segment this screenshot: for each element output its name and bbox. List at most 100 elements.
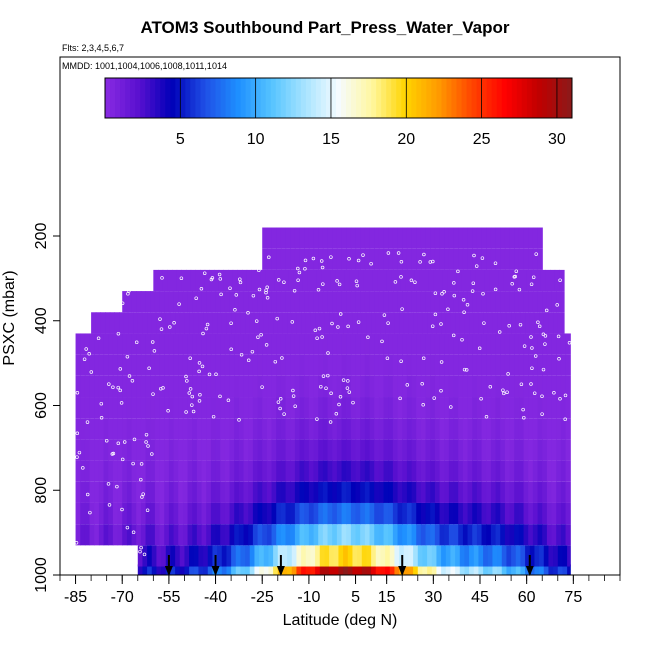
heatmap-cell bbox=[504, 397, 511, 419]
sample-point bbox=[147, 366, 151, 371]
heatmap-cell bbox=[402, 524, 408, 546]
heatmap-cell bbox=[369, 291, 375, 313]
heatmap-cell bbox=[192, 375, 198, 398]
heatmap-cell bbox=[364, 248, 371, 270]
heatmap-cell bbox=[290, 502, 296, 525]
heatmap-cell bbox=[327, 460, 333, 482]
heatmap-cell bbox=[262, 354, 268, 376]
heatmap-cell bbox=[346, 227, 352, 249]
heatmap-cell bbox=[420, 502, 427, 525]
heatmap-cell bbox=[332, 375, 338, 398]
heatmap-cell bbox=[313, 460, 319, 482]
heatmap-cell bbox=[204, 269, 210, 292]
heatmap-cell bbox=[131, 502, 137, 525]
heatmap-cell bbox=[509, 481, 515, 503]
heatmap-cell bbox=[112, 481, 119, 503]
sample-point bbox=[474, 264, 479, 268]
heatmap-cell bbox=[525, 545, 531, 567]
heatmap-cell bbox=[355, 460, 361, 482]
heatmap-cell bbox=[147, 545, 153, 567]
heatmap-cell bbox=[545, 269, 551, 292]
heatmap-cell bbox=[523, 291, 529, 313]
heatmap-cell bbox=[145, 418, 151, 440]
heatmap-cell bbox=[341, 418, 347, 440]
heatmap-cell bbox=[453, 375, 459, 398]
heatmap-cell bbox=[260, 269, 266, 292]
heatmap-cell bbox=[109, 312, 116, 334]
heatmap-cell bbox=[98, 354, 105, 376]
heatmap-cell bbox=[112, 397, 119, 419]
heatmap-cell bbox=[229, 333, 235, 355]
heatmap-cell bbox=[357, 545, 363, 567]
colorbar-segment bbox=[180, 78, 186, 118]
heatmap-cell bbox=[304, 397, 310, 419]
heatmap-cell bbox=[350, 439, 357, 461]
heatmap-cell bbox=[467, 524, 473, 546]
heatmap-cell bbox=[117, 502, 123, 525]
colorbar-segment bbox=[451, 78, 457, 118]
colorbar-segment bbox=[551, 78, 558, 118]
heatmap-cell bbox=[392, 291, 399, 313]
colorbar-tick-label: 15 bbox=[322, 131, 340, 148]
heatmap-cell bbox=[509, 524, 515, 546]
heatmap-cell bbox=[377, 269, 383, 292]
heatmap-cell bbox=[406, 375, 413, 398]
heatmap-cell bbox=[122, 397, 128, 419]
heatmap-cell bbox=[266, 375, 273, 398]
heatmap-cell bbox=[501, 312, 508, 334]
heatmap-cell bbox=[159, 354, 165, 376]
heatmap-cell bbox=[285, 524, 291, 546]
sample-point bbox=[433, 291, 438, 295]
heatmap-cell bbox=[368, 269, 374, 292]
heatmap-cell bbox=[481, 375, 487, 398]
heatmap-cell bbox=[229, 524, 235, 546]
heatmap-cell bbox=[364, 439, 371, 461]
heatmap-cell bbox=[402, 502, 408, 525]
heatmap-cell bbox=[406, 227, 413, 249]
sample-point bbox=[335, 279, 339, 283]
heatmap-cell bbox=[290, 333, 296, 355]
heatmap-cell bbox=[350, 354, 357, 376]
heatmap-cell bbox=[388, 524, 394, 546]
heatmap-cell bbox=[360, 291, 366, 313]
heatmap-cell bbox=[164, 418, 170, 440]
heatmap-cell bbox=[391, 269, 397, 292]
heatmap-cell bbox=[336, 524, 343, 546]
heatmap-cell bbox=[523, 397, 529, 419]
heatmap-cell bbox=[403, 545, 410, 567]
colorbar-segment bbox=[401, 78, 407, 118]
heatmap-cell bbox=[178, 375, 184, 398]
sample-point bbox=[320, 265, 325, 270]
heatmap-cell bbox=[313, 248, 319, 270]
heatmap-cell bbox=[523, 502, 529, 525]
heatmap-cell bbox=[262, 375, 268, 398]
colorbar-segment bbox=[521, 78, 528, 118]
sample-point bbox=[205, 322, 210, 327]
heatmap-cell bbox=[518, 248, 525, 270]
heatmap-cell bbox=[108, 333, 114, 355]
heatmap-cell bbox=[402, 333, 408, 355]
heatmap-cell bbox=[550, 269, 556, 292]
heatmap-cell bbox=[411, 397, 417, 419]
heatmap-cell bbox=[308, 354, 315, 376]
sample-point bbox=[405, 383, 410, 387]
heatmap-cell bbox=[178, 481, 184, 503]
colorbar-segment bbox=[566, 78, 573, 118]
heatmap-cell bbox=[285, 291, 291, 313]
sample-point bbox=[197, 399, 202, 403]
heatmap-cell bbox=[214, 269, 220, 292]
heatmap-cell bbox=[238, 397, 245, 419]
heatmap-cell bbox=[238, 291, 245, 313]
sample-point bbox=[259, 332, 263, 337]
sample-point bbox=[239, 352, 244, 357]
heatmap-cell bbox=[293, 269, 299, 292]
heatmap-cell bbox=[417, 545, 424, 567]
heatmap-cell bbox=[257, 439, 263, 461]
heatmap-cell bbox=[414, 269, 420, 292]
heatmap-cell bbox=[84, 439, 91, 461]
heatmap-cell bbox=[551, 481, 557, 503]
sample-point bbox=[303, 258, 308, 263]
heatmap-cell bbox=[178, 439, 184, 461]
heatmap-cell bbox=[248, 524, 254, 546]
heatmap-cell bbox=[402, 227, 408, 249]
